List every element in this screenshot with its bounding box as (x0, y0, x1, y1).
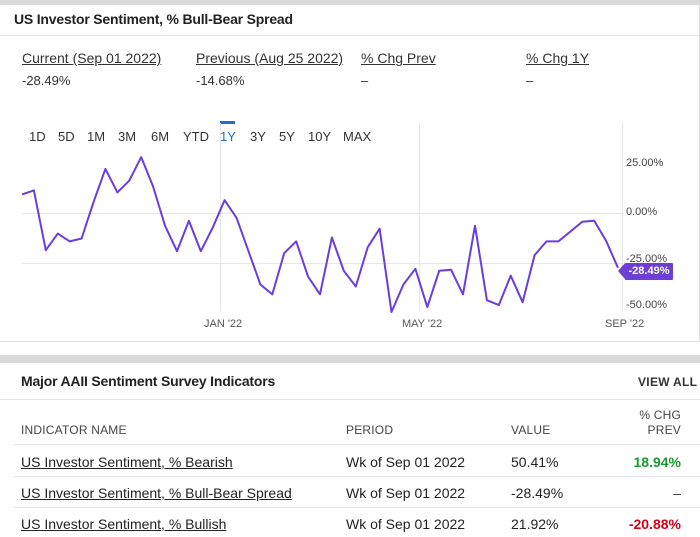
row-period: Wk of Sep 01 2022 (346, 516, 466, 532)
row-change: -20.88% (628, 516, 681, 532)
indicators-title: Major AAII Sentiment Survey Indicators (21, 373, 276, 389)
chart-right-border (622, 123, 623, 311)
top-divider (0, 0, 700, 5)
col-header-period: PERIOD (346, 423, 394, 437)
col-header-chg-line1: % CHG (639, 408, 681, 422)
chg-prev-value: – (361, 73, 369, 88)
indicator-link-bullish[interactable]: US Investor Sentiment, % Bullish (21, 516, 227, 532)
gridline-jan (220, 123, 221, 311)
col-header-value: VALUE (511, 423, 551, 437)
x-tick-label: MAY '22 (402, 318, 443, 330)
range-button-3y[interactable]: 3Y (250, 129, 266, 144)
row-value: -28.49% (511, 485, 564, 501)
previous-label[interactable]: Previous (Aug 25 2022) (196, 50, 344, 66)
row-change: 18.94% (633, 454, 681, 470)
row-value: 21.92% (511, 516, 559, 532)
table-row-divider (14, 476, 700, 477)
y-tick-label: -25.00% (626, 253, 667, 265)
range-button-5d[interactable]: 5D (58, 129, 75, 144)
chg-1y-value: – (526, 73, 534, 88)
range-button-1y[interactable]: 1Y (220, 129, 236, 144)
gridline-minus-25 (22, 263, 622, 264)
x-tick-label: JAN '22 (204, 318, 243, 330)
chg-1y-label[interactable]: % Chg 1Y (526, 50, 590, 66)
range-button-5y[interactable]: 5Y (279, 129, 295, 144)
chart-card: US Investor Sentiment, % Bull-Bear Sprea… (0, 5, 700, 342)
previous-value: -14.68% (196, 73, 245, 88)
current-label[interactable]: Current (Sep 01 2022) (22, 50, 162, 66)
range-button-1m[interactable]: 1M (87, 129, 106, 144)
gridline-may (419, 123, 420, 311)
x-tick-label: SEP '22 (605, 318, 645, 330)
current-value: -28.49% (22, 73, 71, 88)
chg-prev-label[interactable]: % Chg Prev (361, 50, 436, 66)
gridline-zero (22, 213, 622, 214)
range-button-6m[interactable]: 6M (151, 129, 170, 144)
range-button-1d[interactable]: 1D (29, 129, 46, 144)
current-value-flag: -28.49% (618, 263, 673, 280)
indicator-link-bull-bear-spread[interactable]: US Investor Sentiment, % Bull-Bear Sprea… (21, 485, 292, 501)
row-value: 50.41% (511, 454, 559, 470)
col-header-indicator: INDICATOR NAME (21, 423, 127, 437)
section-divider (0, 355, 700, 363)
chart-card-header-divider (0, 35, 699, 36)
chart-card-title: US Investor Sentiment, % Bull-Bear Sprea… (14, 11, 293, 27)
row-period: Wk of Sep 01 2022 (346, 485, 466, 501)
table-row-divider (14, 507, 700, 508)
indicator-link-bearish[interactable]: US Investor Sentiment, % Bearish (21, 454, 233, 470)
row-change: – (673, 485, 681, 501)
y-tick-label: 0.00% (626, 206, 658, 218)
indicators-header-divider (0, 399, 700, 400)
range-button-ytd[interactable]: YTD (183, 129, 209, 144)
range-button-max[interactable]: MAX (343, 129, 372, 144)
range-button-10y[interactable]: 10Y (308, 129, 332, 144)
range-active-indicator (220, 121, 235, 124)
y-tick-label: 25.00% (626, 157, 664, 169)
col-header-chg-line2: PREV (647, 423, 681, 437)
range-button-3m[interactable]: 3M (118, 129, 137, 144)
series-line (21, 156, 619, 313)
view-all-link[interactable]: VIEW ALL (638, 375, 698, 389)
sentiment-line-chart (21, 156, 619, 313)
row-period: Wk of Sep 01 2022 (346, 454, 466, 470)
y-tick-label: -50.00% (626, 299, 667, 311)
table-header-divider (14, 444, 700, 445)
